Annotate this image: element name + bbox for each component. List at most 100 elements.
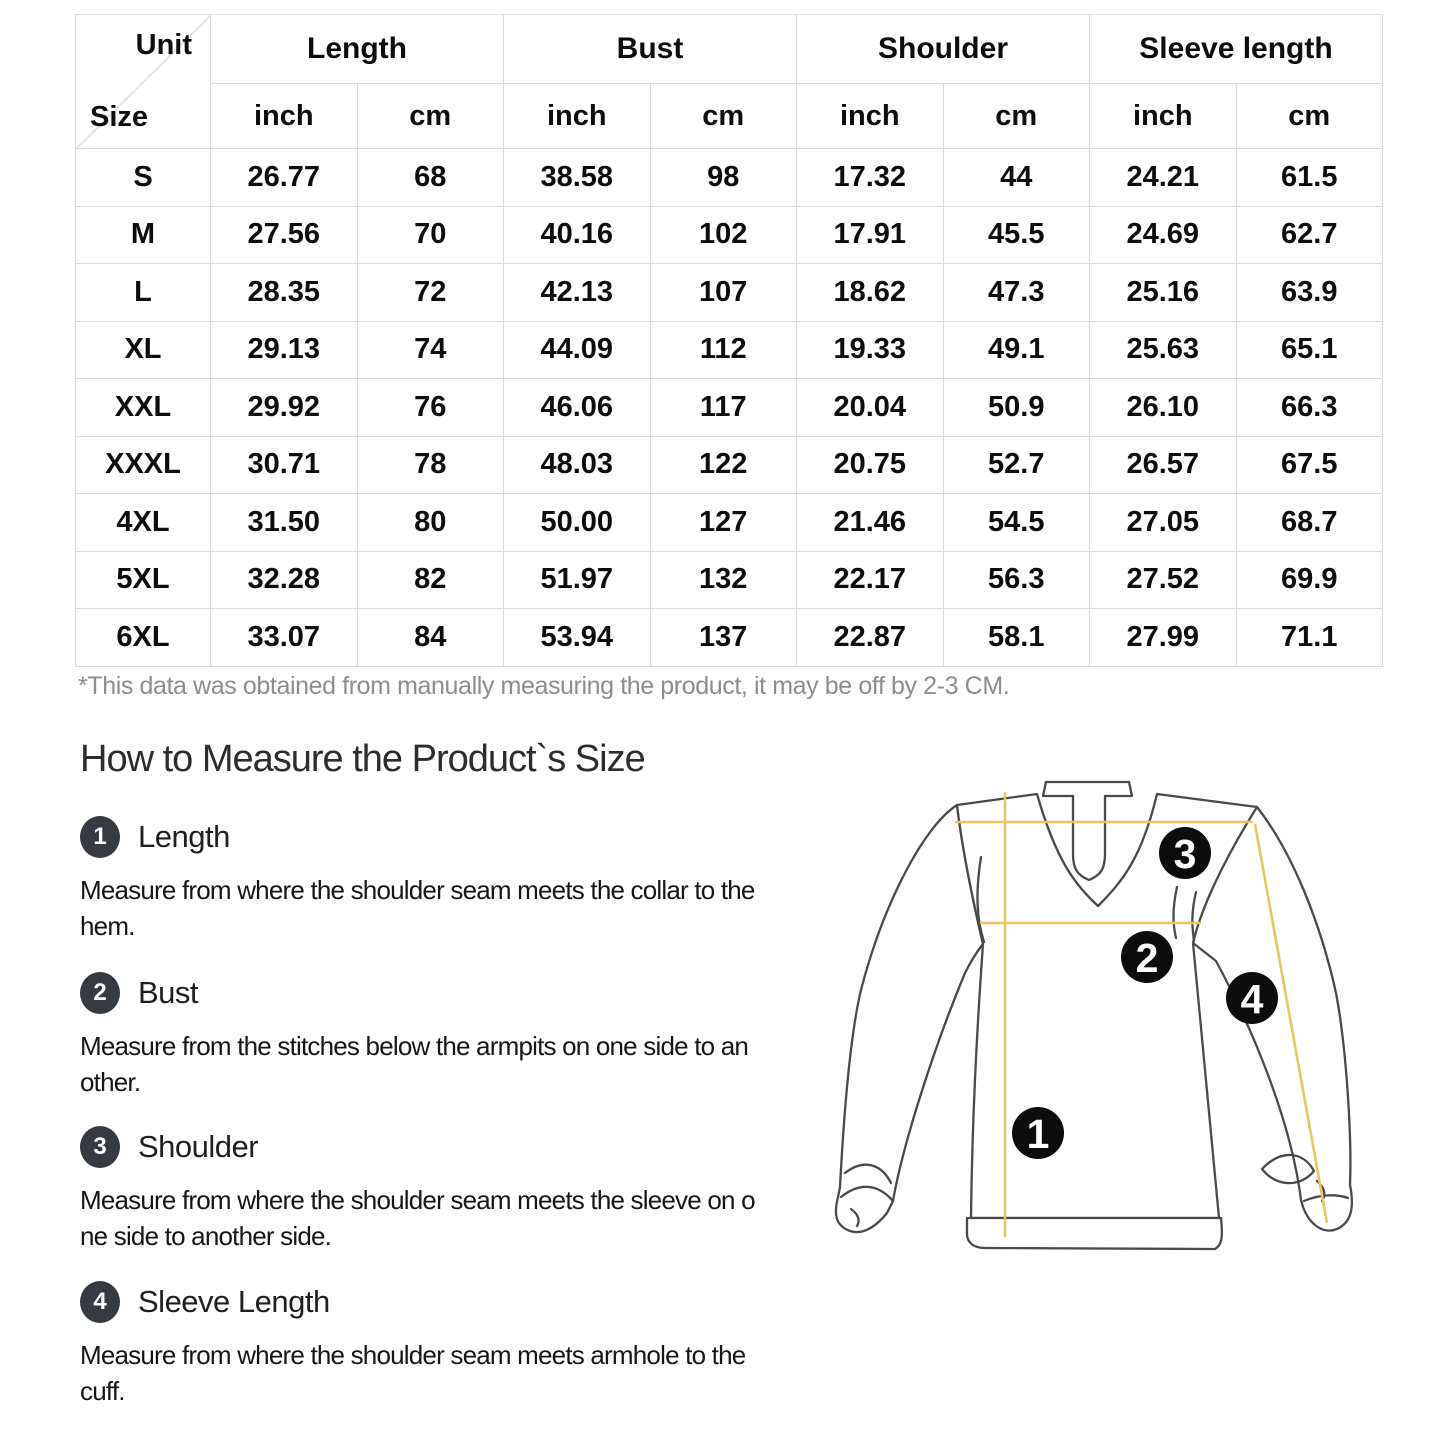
measurement-value-cell: 27.05 — [1089, 493, 1237, 552]
table-row-4XL: 4XL 31.50 80 50.00 127 21.46 54.5 27.05 68.7 — [75, 493, 1383, 552]
unit-header-cell-1: cm — [356, 83, 504, 149]
measurement-value-cell: 38.58 — [503, 148, 651, 207]
measurement-value-cell: 31.50 — [210, 493, 358, 552]
measure-item-length: 1 Length — [80, 816, 230, 858]
measurement-value-cell: 107 — [649, 263, 797, 322]
table-unit-row: inch cm inch cm inch cm inch cm — [76, 83, 1383, 149]
unit-header-cell-6: inch — [1089, 83, 1237, 149]
measurement-value-cell: 28.35 — [210, 263, 358, 322]
marker-circle-4 — [1226, 972, 1278, 1024]
measurement-value-cell: 53.94 — [503, 608, 651, 667]
table-row-M: M 27.56 70 40.16 102 17.91 45.5 24.69 62.7 — [75, 205, 1383, 264]
measurement-value-cell: 17.91 — [796, 205, 944, 264]
number-badge-1: 1 — [80, 816, 120, 858]
table-row-L: L 28.35 72 42.13 107 18.62 47.3 25.16 63.9 — [75, 263, 1383, 322]
measurement-value-cell: 80 — [356, 493, 504, 552]
measurement-value-cell: 84 — [356, 608, 504, 667]
measurement-value-cell: 25.63 — [1089, 320, 1237, 379]
measurement-value-cell: 71.1 — [1235, 608, 1383, 667]
measure-item-label: Sleeve Length — [138, 1284, 330, 1319]
measurement-value-cell: 70 — [356, 205, 504, 264]
measurement-value-cell: 122 — [649, 435, 797, 494]
measurement-value-cell: 66.3 — [1235, 378, 1383, 437]
measurement-value-cell: 132 — [649, 550, 797, 609]
unit-header-cell-0: inch — [210, 83, 358, 149]
marker-circle-1 — [1012, 1107, 1064, 1159]
size-label-cell: 5XL — [75, 550, 211, 609]
measure-item-description: Measure from the stitches below the armp… — [80, 1031, 749, 1097]
measurement-value-cell: 78 — [356, 435, 504, 494]
measurement-value-cell: 27.56 — [210, 205, 358, 264]
measurement-value-cell: 49.1 — [942, 320, 1090, 379]
measurement-value-cell: 68.7 — [1235, 493, 1383, 552]
measurement-value-cell: 25.16 — [1089, 263, 1237, 322]
measurement-value-cell: 42.13 — [503, 263, 651, 322]
measurement-value-cell: 48.03 — [503, 435, 651, 494]
unit-header-cell-4: inch — [796, 83, 944, 149]
measure-item-description: Measure from where the shoulder seam mee… — [80, 1185, 756, 1251]
measurement-value-cell: 33.07 — [210, 608, 358, 667]
number-badge-4: 4 — [80, 1281, 120, 1323]
measurement-value-cell: 65.1 — [1235, 320, 1383, 379]
marker-label-2: 2 — [1136, 935, 1159, 981]
size-label-cell: L — [75, 263, 211, 322]
measure-item-sleeve-length: 4 Sleeve Length — [80, 1281, 330, 1323]
column-group-sleeve-length: Sleeve length — [1089, 14, 1383, 84]
measurement-value-cell: 19.33 — [796, 320, 944, 379]
shirt-measure-illustration: 1 2 3 4 — [834, 780, 1354, 1251]
measurement-value-cell: 27.99 — [1089, 608, 1237, 667]
measurement-value-cell: 137 — [649, 608, 797, 667]
size-label-cell: XXXL — [75, 435, 211, 494]
measurement-value-cell: 22.87 — [796, 608, 944, 667]
illustration-markers: 1 2 3 4 — [1012, 827, 1278, 1159]
measurement-value-cell: 20.75 — [796, 435, 944, 494]
measurement-value-cell: 54.5 — [942, 493, 1090, 552]
measurement-value-cell: 82 — [356, 550, 504, 609]
measurement-value-cell: 63.9 — [1235, 263, 1383, 322]
measurement-value-cell: 62.7 — [1235, 205, 1383, 264]
table-body: S 26.77 68 38.58 98 17.32 44 24.21 61.5 M 27.56 70 4… — [75, 148, 1383, 667]
measurement-value-cell: 26.10 — [1089, 378, 1237, 437]
measurement-value-cell: 32.28 — [210, 550, 358, 609]
marker-circle-3 — [1159, 827, 1211, 879]
unit-header-cell-5: cm — [942, 83, 1090, 149]
measure-item-description: Measure from where the shoulder seam mee… — [80, 875, 755, 941]
measurement-value-cell: 56.3 — [942, 550, 1090, 609]
measure-item-shoulder: 3 Shoulder — [80, 1126, 259, 1168]
number-badge-3: 3 — [80, 1126, 120, 1168]
measurement-value-cell: 45.5 — [942, 205, 1090, 264]
unit-header-cell-3: cm — [649, 83, 797, 149]
measurement-value-cell: 127 — [649, 493, 797, 552]
column-group-shoulder: Shoulder — [796, 14, 1090, 84]
measurement-value-cell: 21.46 — [796, 493, 944, 552]
measurement-value-cell: 24.21 — [1089, 148, 1237, 207]
measurement-value-cell: 68 — [356, 148, 504, 207]
table-row-XL: XL 29.13 74 44.09 112 19.33 49.1 25.63 65.1 — [75, 320, 1383, 379]
measurement-value-cell: 17.32 — [796, 148, 944, 207]
corner-size-label: Size — [90, 101, 149, 133]
table-row-5XL: 5XL 32.28 82 51.97 132 22.17 56.3 27.52 69.9 — [75, 550, 1383, 609]
measure-item-bust: 2 Bust — [80, 972, 199, 1014]
size-label-cell: XL — [75, 320, 211, 379]
measure-item-label: Shoulder — [138, 1129, 259, 1164]
unit-size-corner-cell: Unit Size — [75, 14, 211, 149]
measurement-value-cell: 46.06 — [503, 378, 651, 437]
measure-item-label: Bust — [138, 975, 199, 1010]
measurement-value-cell: 44 — [942, 148, 1090, 207]
measure-item-label: Length — [138, 819, 230, 854]
measurement-value-cell: 69.9 — [1235, 550, 1383, 609]
size-label-cell: XXL — [75, 378, 211, 437]
column-group-bust: Bust — [503, 14, 797, 84]
measurement-value-cell: 102 — [649, 205, 797, 264]
unit-header-cell-7: cm — [1235, 83, 1383, 149]
measurement-value-cell: 27.52 — [1089, 550, 1237, 609]
measurement-value-cell: 22.17 — [796, 550, 944, 609]
measurement-value-cell: 26.77 — [210, 148, 358, 207]
measurement-value-cell: 98 — [649, 148, 797, 207]
marker-label-1: 1 — [1027, 1111, 1050, 1157]
shirt-outline-drawing — [834, 780, 1354, 1251]
table-row-XXXL: XXXL 30.71 78 48.03 122 20.75 52.7 26.57 67.5 — [75, 435, 1383, 494]
table-row-XXL: XXL 29.92 76 46.06 117 20.04 50.9 26.10 66.3 — [75, 378, 1383, 437]
measurement-value-cell: 30.71 — [210, 435, 358, 494]
